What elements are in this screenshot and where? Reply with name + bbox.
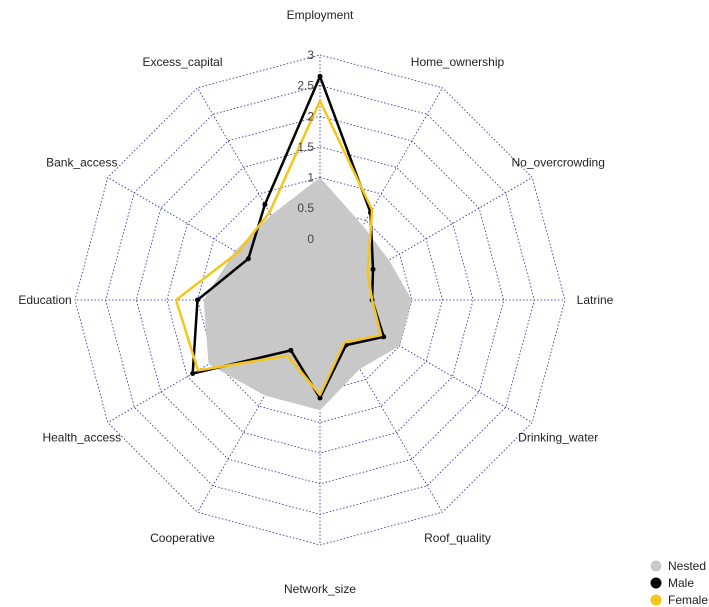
series-male-point <box>317 73 323 79</box>
axis-label: Drinking_water <box>518 431 598 445</box>
axis-label: Education <box>18 293 71 307</box>
tick-labels: 0 0.5 1 1.5 2 2.5 3 <box>297 48 314 246</box>
grid-ring <box>166 146 474 454</box>
series-male-point <box>262 202 268 207</box>
legend-label: Male <box>668 576 694 590</box>
series-layer <box>174 73 412 411</box>
legend-label: Female <box>668 593 708 607</box>
grid-spoke <box>319 177 533 301</box>
legend: Nested Male Female <box>650 559 708 607</box>
axis-label: Roof_quality <box>424 531 491 545</box>
tick-label: 2 <box>307 109 314 123</box>
axis-label: Home_ownership <box>411 55 505 69</box>
legend-marker <box>650 560 662 572</box>
series-male-point <box>370 266 376 272</box>
series-male-point <box>317 395 323 401</box>
grid-spoke <box>319 299 533 423</box>
series-male-point <box>195 297 200 303</box>
axis-label: Latrine <box>577 293 614 307</box>
series-male-point <box>245 256 251 262</box>
axis-label: Health_access <box>42 431 121 445</box>
axis-label: Network_size <box>284 582 356 596</box>
axis-label: Employment <box>287 8 354 22</box>
tick-label: 0.5 <box>297 201 314 215</box>
axis-label: Excess_capital <box>142 55 222 69</box>
grid-spoke <box>197 299 321 513</box>
legend-label: Nested <box>668 559 706 573</box>
tick-label: 1 <box>307 171 314 185</box>
tick-label: 2.5 <box>297 79 314 93</box>
grid-spoke <box>107 177 321 301</box>
grid-spoke <box>319 299 443 513</box>
tick-label: 3 <box>307 48 314 62</box>
legend-marker <box>650 577 662 589</box>
axis-label: No_overcrowding <box>512 156 605 170</box>
tick-label: 1.5 <box>297 140 314 154</box>
series-male-point <box>381 334 387 340</box>
grid-spoke <box>319 87 443 301</box>
axis-label: Cooperative <box>150 531 215 545</box>
grid-ring <box>197 177 443 423</box>
legend-marker <box>650 594 662 606</box>
axis-labels: Employment Home_ownership No_overcrowding L… <box>18 8 613 596</box>
series-male-point <box>288 347 294 353</box>
grid-spoke <box>197 87 321 301</box>
series-male-point <box>190 371 196 376</box>
axis-label: Bank_access <box>46 156 117 170</box>
grid-ring <box>135 115 505 485</box>
series-female-line <box>174 99 383 397</box>
tick-label: 0 <box>307 232 314 246</box>
